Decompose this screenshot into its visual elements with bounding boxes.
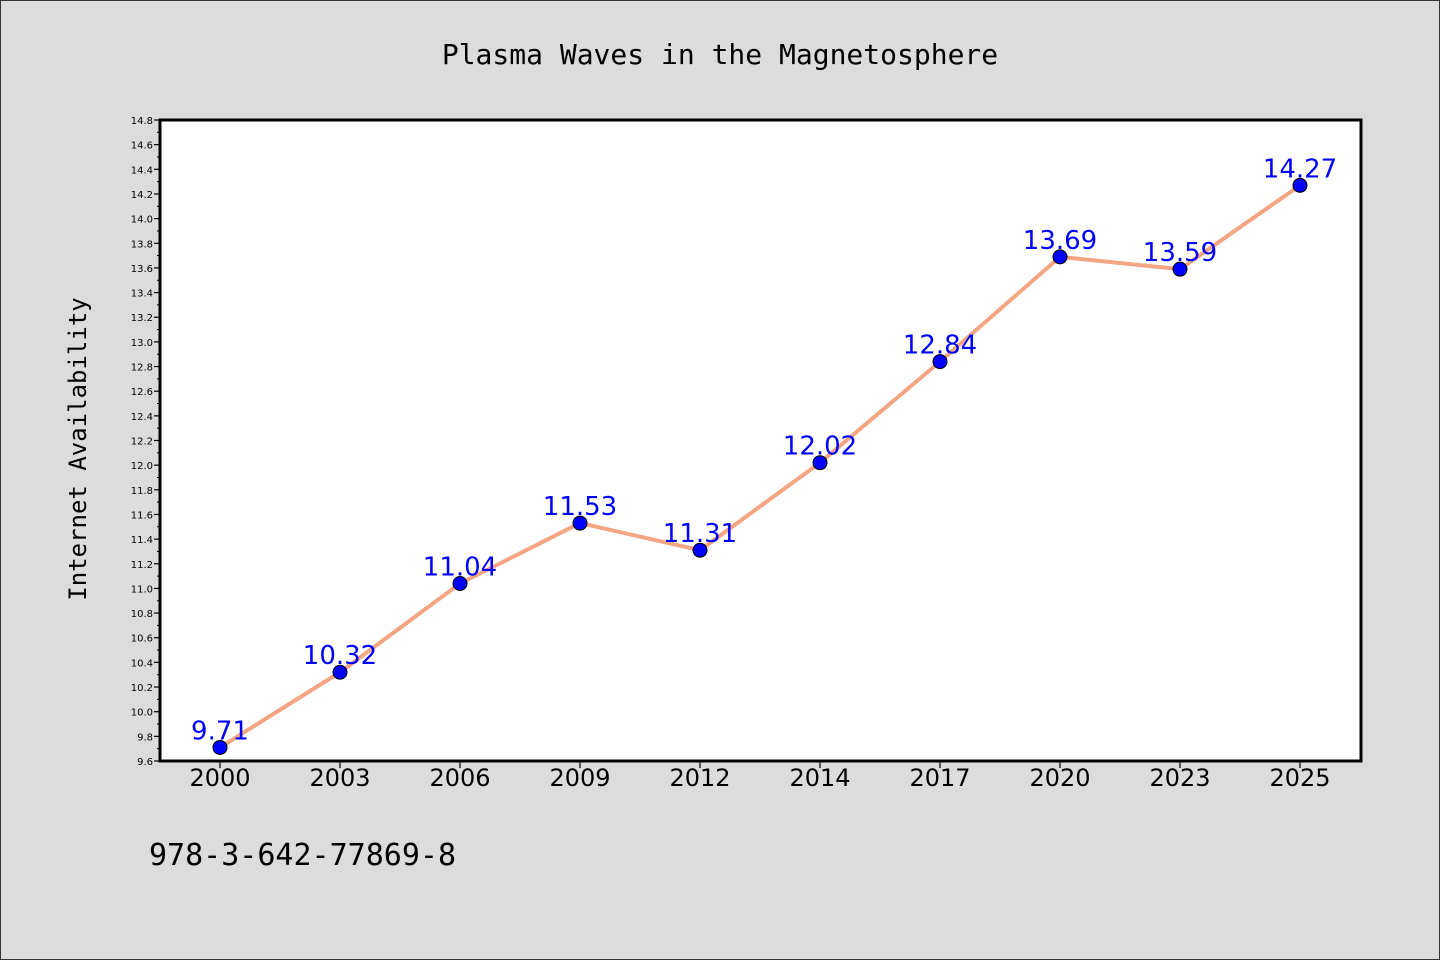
y-tick-label: 14.6: [131, 141, 153, 152]
y-tick-label: 11.0: [131, 584, 153, 595]
x-tick-label: 2012: [669, 764, 730, 792]
y-tick-label: 9.6: [137, 757, 153, 768]
data-label: 12.84: [903, 331, 977, 361]
series-line: [218, 183, 1302, 750]
x-tick-label: 2020: [1029, 764, 1090, 792]
plot-area: [160, 120, 1361, 761]
x-tick-label: 2003: [309, 764, 370, 792]
x-tick-label: 2009: [549, 764, 610, 792]
data-label: 13.69: [1023, 226, 1097, 256]
y-tick-label: 12.0: [131, 461, 153, 472]
y-tick-label: 13.0: [131, 338, 153, 349]
data-point: [1172, 261, 1188, 277]
y-tick-label: 13.2: [131, 313, 153, 324]
y-tick-label: 14.8: [131, 116, 153, 127]
y-tick-label: 14.0: [131, 215, 153, 226]
y-tick-label: 14.2: [131, 190, 153, 201]
data-point: [1052, 249, 1068, 265]
x-axis: 2000 2003 2006 2009 2012 2014 2017 2020 2023 2025: [189, 761, 1331, 792]
data-point: [212, 739, 228, 755]
footer-code: 978-3-642-77869-8: [149, 838, 456, 873]
y-tick-label: 10.8: [131, 609, 153, 620]
data-point: [452, 575, 468, 591]
y-tick-label: 10.6: [131, 634, 153, 645]
data-point: [332, 664, 348, 680]
data-label: 9.71: [191, 716, 249, 746]
y-tick-label: 12.6: [131, 387, 153, 398]
x-tick-label: 2000: [189, 764, 250, 792]
data-label: 13.59: [1143, 238, 1217, 268]
y-axis: 9.6 9.8 10.0 10.2 10.4 10.6 10.8 11.0 11.2 11.4 11…: [131, 116, 160, 768]
y-tick-label: 10.2: [131, 683, 153, 694]
x-tick-label: 2017: [909, 764, 970, 792]
data-label: 11.53: [543, 492, 617, 522]
y-tick-label: 13.6: [131, 264, 153, 275]
y-axis-label: Internet Availability: [64, 297, 92, 600]
x-tick-label: 2023: [1149, 764, 1210, 792]
y-tick-label: 12.2: [131, 437, 153, 448]
y-tick-label: 11.2: [131, 560, 153, 571]
data-point: [692, 542, 708, 558]
data-point: [812, 455, 828, 471]
y-tick-label: 10.0: [131, 708, 153, 719]
chart-title: Plasma Waves in the Magnetosphere: [442, 38, 998, 71]
y-tick-label: 13.8: [131, 239, 153, 250]
y-tick-label: 11.6: [131, 510, 153, 521]
y-tick-label: 13.4: [131, 289, 153, 300]
x-tick-label: 2025: [1269, 764, 1330, 792]
data-label: 14.27: [1263, 154, 1337, 184]
data-point: [572, 515, 588, 531]
data-label: 11.31: [663, 519, 737, 549]
data-point: [1292, 177, 1308, 193]
data-points: [212, 177, 1308, 755]
data-label: 10.32: [303, 641, 377, 671]
plot-frame: [158, 118, 1363, 763]
y-tick-label: 11.8: [131, 486, 153, 497]
y-tick-label: 10.4: [131, 658, 153, 669]
x-tick-label: 2006: [429, 764, 490, 792]
y-tick-label: 12.8: [131, 363, 153, 374]
data-label: 11.04: [423, 552, 497, 582]
data-labels: 9.71 10.32 11.04 11.53 11.31 12.02 12.84 13.69 1…: [191, 154, 1337, 746]
y-tick-label: 14.4: [131, 165, 153, 176]
x-tick-label: 2014: [789, 764, 850, 792]
y-tick-label: 11.4: [131, 535, 153, 546]
data-label: 12.02: [783, 432, 857, 462]
y-tick-label: 9.8: [137, 732, 153, 743]
data-point: [932, 354, 948, 370]
y-tick-label: 12.4: [131, 412, 153, 423]
